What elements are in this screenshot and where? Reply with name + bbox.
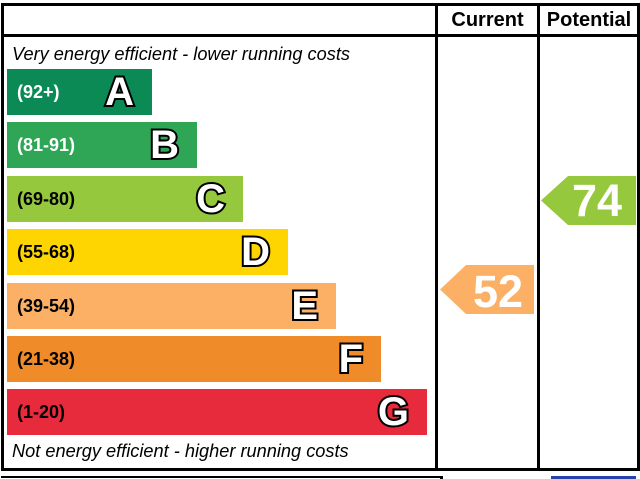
- svg-text:74: 74: [572, 176, 622, 226]
- svg-text:52: 52: [473, 266, 523, 315]
